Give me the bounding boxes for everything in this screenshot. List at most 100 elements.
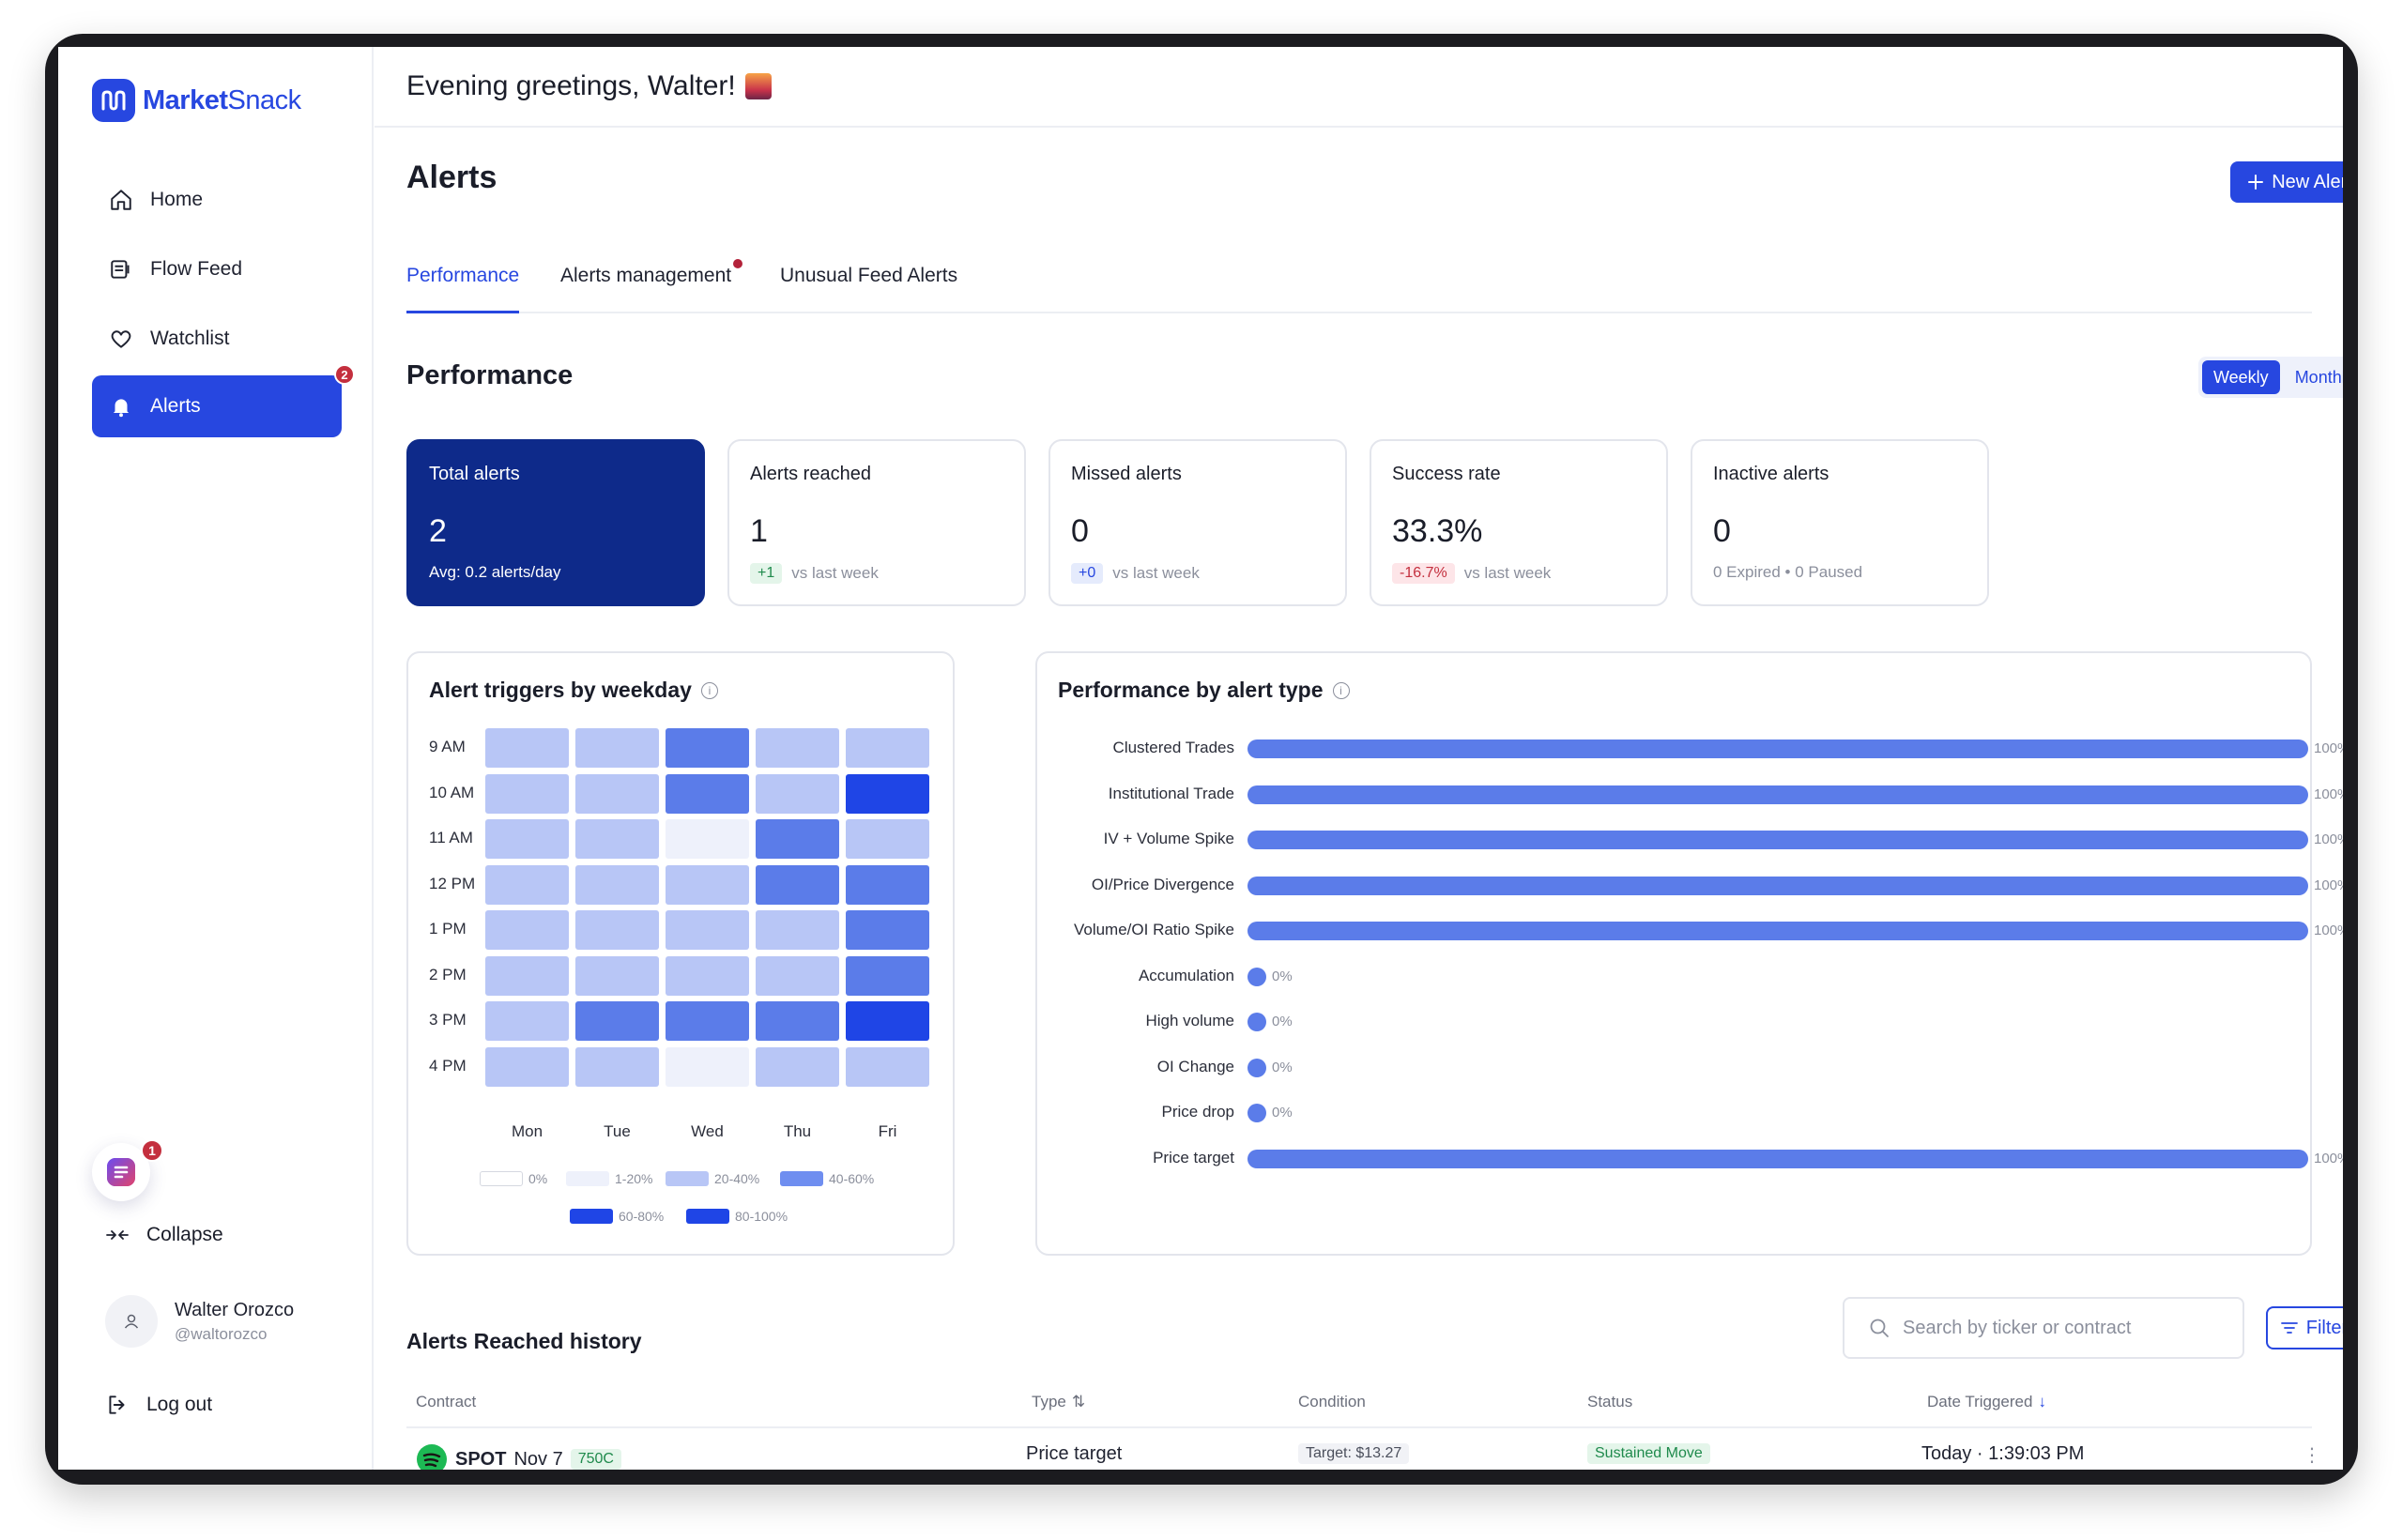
heatmap-cell[interactable] bbox=[756, 728, 839, 768]
bar-category-label: OI Change bbox=[1156, 1057, 1234, 1075]
heatmap-cell[interactable] bbox=[485, 1046, 569, 1087]
heatmap-cell[interactable] bbox=[485, 955, 569, 996]
heart-icon bbox=[111, 330, 131, 348]
heatmap-cell[interactable] bbox=[846, 910, 929, 950]
heatmap-cell[interactable] bbox=[756, 955, 839, 996]
bar[interactable] bbox=[1247, 740, 2308, 758]
heatmap-cell[interactable] bbox=[575, 819, 659, 859]
stat-card-inactive-alerts[interactable]: Inactive alerts 0 0 Expired • 0 Paused bbox=[1691, 439, 1989, 606]
tab-performance[interactable]: Performance bbox=[406, 265, 520, 313]
heatmap-cell[interactable] bbox=[485, 910, 569, 950]
new-alert-button[interactable]: New Alert bbox=[2230, 161, 2343, 203]
stat-sub: Avg: 0.2 alerts/day bbox=[429, 563, 561, 581]
stat-sub: vs last week bbox=[1112, 564, 1200, 582]
heatmap-cell[interactable] bbox=[575, 1001, 659, 1041]
bar[interactable] bbox=[1247, 876, 2308, 895]
table-row-contract[interactable]: SPOT Nov 7 750C bbox=[416, 1443, 621, 1470]
heatmap-cell[interactable] bbox=[575, 773, 659, 814]
heatmap-cell[interactable] bbox=[575, 910, 659, 950]
column-header-type[interactable]: Type ⇅ bbox=[1032, 1393, 1086, 1410]
heatmap-cell[interactable] bbox=[756, 864, 839, 905]
support-chat-button[interactable] bbox=[92, 1143, 150, 1201]
heatmap-cell[interactable] bbox=[666, 910, 749, 950]
stat-label: Alerts reached bbox=[750, 464, 871, 484]
bar[interactable] bbox=[1247, 1013, 1266, 1031]
heatmap-legend-item: 20-40% bbox=[666, 1171, 759, 1186]
bar[interactable] bbox=[1247, 1149, 2308, 1168]
column-header-condition[interactable]: Condition bbox=[1298, 1393, 1366, 1410]
heatmap-cell[interactable] bbox=[756, 910, 839, 950]
heatmap-cell[interactable] bbox=[575, 864, 659, 905]
heatmap-cell[interactable] bbox=[846, 728, 929, 768]
heatmap-cell[interactable] bbox=[846, 1046, 929, 1087]
bar[interactable] bbox=[1247, 922, 2308, 940]
bar-category-label: Accumulation bbox=[1138, 966, 1234, 984]
heatmap-cell[interactable] bbox=[485, 773, 569, 814]
logo-text: MarketSnack bbox=[143, 84, 301, 115]
stat-card-total-alerts[interactable]: Total alerts 2 Avg: 0.2 alerts/day bbox=[406, 439, 705, 606]
bar[interactable] bbox=[1247, 785, 2308, 804]
toggle-monthly[interactable]: Monthly bbox=[2294, 367, 2343, 387]
heatmap-cell[interactable] bbox=[846, 819, 929, 859]
heatmap-cell[interactable] bbox=[666, 955, 749, 996]
stat-card-alerts-reached[interactable]: Alerts reached 1 +1 vs last week bbox=[727, 439, 1026, 606]
heatmap-cell[interactable] bbox=[485, 1001, 569, 1041]
heatmap-cell[interactable] bbox=[756, 1046, 839, 1087]
heatmap-cell[interactable] bbox=[575, 728, 659, 768]
heatmap-cell[interactable] bbox=[756, 819, 839, 859]
stat-card-missed-alerts[interactable]: Missed alerts 0 +0 vs last week bbox=[1048, 439, 1347, 606]
sidebar-item-alerts[interactable]: Alerts 2 bbox=[92, 364, 355, 437]
stat-card-success-rate[interactable]: Success rate 33.3% -16.7% vs last week bbox=[1370, 439, 1668, 606]
column-header-status[interactable]: Status bbox=[1587, 1393, 1633, 1410]
sidebar-item-label: Alerts bbox=[150, 395, 201, 417]
tab-unusual-feed-alerts[interactable]: Unusual Feed Alerts bbox=[780, 265, 958, 286]
sidebar-item-label: Home bbox=[150, 189, 204, 210]
bar[interactable] bbox=[1247, 831, 2308, 849]
column-header-contract[interactable]: Contract bbox=[416, 1393, 477, 1410]
search-input[interactable]: Search by ticker or contract bbox=[1843, 1297, 2244, 1359]
logout-label: Log out bbox=[146, 1394, 213, 1415]
heatmap-cell[interactable] bbox=[846, 1001, 929, 1041]
app-window: MarketSnack Home Flow Feed Watchlist Ale… bbox=[58, 47, 2343, 1470]
logo-icon bbox=[92, 79, 135, 122]
collapse-button[interactable]: Collapse bbox=[105, 1224, 223, 1246]
sidebar-item-home[interactable]: Home bbox=[92, 169, 342, 231]
heatmap-cell[interactable] bbox=[485, 819, 569, 859]
notification-dot bbox=[733, 259, 743, 268]
heatmap-cell[interactable] bbox=[756, 773, 839, 814]
sidebar-item-flow-feed[interactable]: Flow Feed bbox=[92, 238, 342, 300]
heatmap-cell[interactable] bbox=[485, 864, 569, 905]
logout-button[interactable]: Log out bbox=[105, 1393, 212, 1417]
heatmap-cell[interactable] bbox=[575, 1046, 659, 1087]
heatmap-cell[interactable] bbox=[575, 955, 659, 996]
heatmap-cell[interactable] bbox=[756, 1001, 839, 1041]
logo[interactable]: MarketSnack bbox=[92, 79, 301, 122]
heatmap-cell[interactable] bbox=[846, 773, 929, 814]
stat-value: 0 bbox=[1713, 513, 1731, 549]
stat-label: Total alerts bbox=[429, 464, 520, 484]
heatmap-cell[interactable] bbox=[666, 1001, 749, 1041]
filters-button[interactable]: Filters bbox=[2266, 1306, 2343, 1349]
bar[interactable] bbox=[1247, 1104, 1266, 1122]
heatmap-cell[interactable] bbox=[666, 773, 749, 814]
toggle-weekly[interactable]: Weekly bbox=[2202, 360, 2280, 394]
info-icon[interactable]: i bbox=[700, 681, 718, 699]
heatmap-cell[interactable] bbox=[666, 1046, 749, 1087]
heatmap-cell[interactable] bbox=[485, 728, 569, 768]
heatmap-cell[interactable] bbox=[846, 864, 929, 905]
row-menu-icon[interactable]: ⋮ bbox=[2303, 1445, 2321, 1466]
user-handle: @waltorozco bbox=[175, 1324, 268, 1343]
heatmap-cell[interactable] bbox=[846, 955, 929, 996]
heatmap-cell[interactable] bbox=[666, 864, 749, 905]
tab-alerts-management[interactable]: Alerts management bbox=[560, 259, 743, 313]
info-icon[interactable]: i bbox=[1332, 681, 1350, 699]
sidebar-item-watchlist[interactable]: Watchlist bbox=[92, 308, 342, 370]
heatmap-cell[interactable] bbox=[666, 728, 749, 768]
section-title: Performance bbox=[406, 360, 574, 390]
bar[interactable] bbox=[1247, 967, 1266, 986]
user-profile[interactable]: Walter Orozco @waltorozco bbox=[105, 1295, 294, 1348]
column-header-date-triggered[interactable]: Date Triggered ↓ bbox=[1927, 1393, 2046, 1410]
heatmap-cell[interactable] bbox=[666, 819, 749, 859]
bar-value-label: 100% bbox=[2314, 740, 2343, 756]
bar[interactable] bbox=[1247, 1058, 1266, 1077]
